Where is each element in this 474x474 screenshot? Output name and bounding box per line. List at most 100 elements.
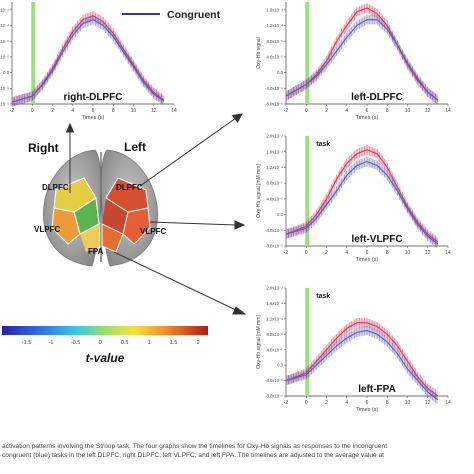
- colorbar-tick-3: 0: [99, 340, 102, 346]
- y-tick-label: 8.0x10⁻⁵: [266, 39, 283, 44]
- colorbar-tick-1: -1: [49, 340, 54, 346]
- arrow-left-vlpfc-head: [234, 220, 246, 230]
- x-tick-label: 2: [325, 400, 328, 406]
- x-tick-label: 0: [31, 108, 34, 114]
- y-tick-label: -8.0x10⁻⁵: [0, 102, 9, 107]
- label-fpa: FPA: [88, 247, 104, 256]
- y-tick-label: -4.0x10⁻⁵: [0, 86, 9, 91]
- y-tick-label: 0.0: [3, 70, 9, 75]
- y-tick-label: 1.2x10⁻⁴: [266, 23, 283, 28]
- y-tick-label: -4.0x10⁻⁵: [265, 228, 283, 233]
- x-tick-label: 6: [366, 108, 369, 114]
- colorbar-tick-2: -0.5: [71, 340, 80, 346]
- colorbar-gradient: [2, 326, 208, 335]
- y-tick-label: 2.0x10⁻⁴: [266, 286, 283, 291]
- colorbar-tick-7: 2: [197, 340, 200, 346]
- series-line-0: [285, 149, 439, 243]
- label-vlpfc-left: VLPFC: [140, 227, 166, 236]
- panel-left-vlpfc: task -2 0 2 4 6 8 10 12 14 Times (s) -8.0x10⁻⁵ -4.0x…: [256, 134, 451, 263]
- y-tick-label: -8.0x10⁻⁵: [265, 394, 283, 399]
- region-vlpfc-left: [123, 208, 150, 244]
- region-fpa-left: [102, 224, 123, 252]
- brain-left-label: Left: [124, 140, 146, 154]
- colorbar-tick-6: 1.5: [170, 340, 178, 346]
- figure-canvas: Congruent Right Left DLPFC DLPFC VLPFC V…: [0, 2, 451, 413]
- task-bar: [305, 136, 310, 246]
- x-axis-label: Times (s): [356, 115, 379, 121]
- task-bar: [305, 2, 310, 104]
- x-tick-label: 6: [366, 400, 369, 406]
- task-label: task: [316, 293, 330, 300]
- x-tick-label: -2: [10, 108, 15, 114]
- series-line-1: [285, 329, 439, 401]
- y-tick-label: 4.0x10⁻⁵: [266, 196, 283, 201]
- x-tick-label: 2: [325, 108, 328, 114]
- x-tick-label: 6: [92, 108, 95, 114]
- panel-left-dlpfc: -2 0 2 4 6 8 10 12 14 Times (s) -8.0x10⁻⁵ -4.0x10⁻⁵…: [256, 2, 451, 121]
- connector-arrows: [65, 113, 247, 315]
- legend-congruent-label: Congruent: [167, 9, 221, 21]
- arrow-left-fpa-head: [232, 306, 247, 315]
- y-tick-label: 4.0x10⁻⁵: [266, 55, 283, 60]
- label-dlpfc-right: DLPFC: [42, 183, 69, 192]
- x-tick-label: 14: [445, 250, 451, 256]
- y-tick-label: 1.6x10⁻⁴: [0, 7, 9, 12]
- x-tick-label: 14: [171, 108, 177, 114]
- colorbar-tick-4: 0.5: [121, 340, 129, 346]
- task-bar: [31, 2, 36, 104]
- x-tick-label: -2: [284, 250, 289, 256]
- y-tick-label: -4.0x10⁻⁵: [265, 378, 283, 383]
- series-line-0: [285, 7, 439, 101]
- y-tick-label: 1.6x10⁻⁴: [266, 7, 283, 12]
- x-tick-label: 4: [345, 400, 348, 406]
- x-tick-label: 0: [305, 250, 308, 256]
- series-line-1: [11, 19, 165, 103]
- legend: Congruent: [122, 9, 221, 21]
- x-tick-label: 14: [445, 108, 451, 114]
- region-mid-left: [102, 198, 128, 234]
- x-tick-label: 8: [386, 400, 389, 406]
- colorbar-label: t-value: [86, 351, 125, 365]
- y-tick-label: 0.0: [277, 70, 283, 75]
- colorbar-tick-0: -1.5: [22, 340, 31, 346]
- task-label: task: [316, 141, 330, 148]
- y-tick-label: 8.0x10⁻⁵: [0, 39, 9, 44]
- y-tick-label: 1.2x10⁻⁴: [266, 316, 283, 321]
- y-tick-label: 0.0: [277, 212, 283, 217]
- series-line-0: [285, 322, 439, 397]
- y-tick-label: 4.0x10⁻⁵: [0, 55, 9, 60]
- x-tick-label: 14: [445, 400, 451, 406]
- chart-title: right-DLPFC: [64, 92, 123, 103]
- region-borders: [51, 177, 151, 253]
- colorbar-tick-5: 1: [148, 340, 151, 346]
- x-tick-label: 10: [405, 250, 411, 256]
- y-axis-label: Oxy-Hb signal: [256, 37, 262, 68]
- region-mid-right: [74, 198, 99, 234]
- y-tick-label: 8.0x10⁻⁵: [266, 181, 283, 186]
- y-tick-label: 1.2x10⁻⁴: [0, 23, 9, 28]
- arrow-left-dlpfc-head: [231, 113, 243, 123]
- x-tick-label: 10: [405, 400, 411, 406]
- y-tick-label: 0.0: [277, 363, 283, 368]
- x-tick-label: 12: [425, 250, 431, 256]
- series-line-1: [285, 160, 439, 245]
- y-tick-label: 2.0x10⁻⁴: [266, 134, 283, 139]
- colorbar-ticks: -1.5 -1 -0.5 0 0.5 1 1.5 2: [22, 340, 200, 346]
- x-tick-label: 0: [305, 400, 308, 406]
- x-tick-label: 8: [112, 108, 115, 114]
- y-tick-label: 1.6x10⁻⁴: [266, 301, 283, 306]
- x-tick-label: -2: [284, 400, 289, 406]
- x-axis-label: Times (s): [356, 407, 379, 413]
- x-tick-label: 0: [305, 108, 308, 114]
- x-tick-label: 10: [405, 108, 411, 114]
- x-tick-label: 8: [386, 108, 389, 114]
- arrow-right-dlpfc-head: [65, 122, 75, 133]
- y-tick-label: -8.0x10⁻⁵: [265, 244, 283, 249]
- x-tick-label: 12: [425, 108, 431, 114]
- y-tick-label: 8.0x10⁻⁵: [266, 332, 283, 337]
- x-axis-label: Times (s): [82, 115, 105, 121]
- label-dlpfc-left: DLPFC: [116, 183, 143, 192]
- panel-left-fpa: task -2 0 2 4 6 8 10 12 14 Times (s) -8.0x10⁻⁵ -4.0x…: [256, 286, 451, 413]
- x-tick-label: 2: [325, 250, 328, 256]
- chart-title: left-FPA: [358, 384, 396, 395]
